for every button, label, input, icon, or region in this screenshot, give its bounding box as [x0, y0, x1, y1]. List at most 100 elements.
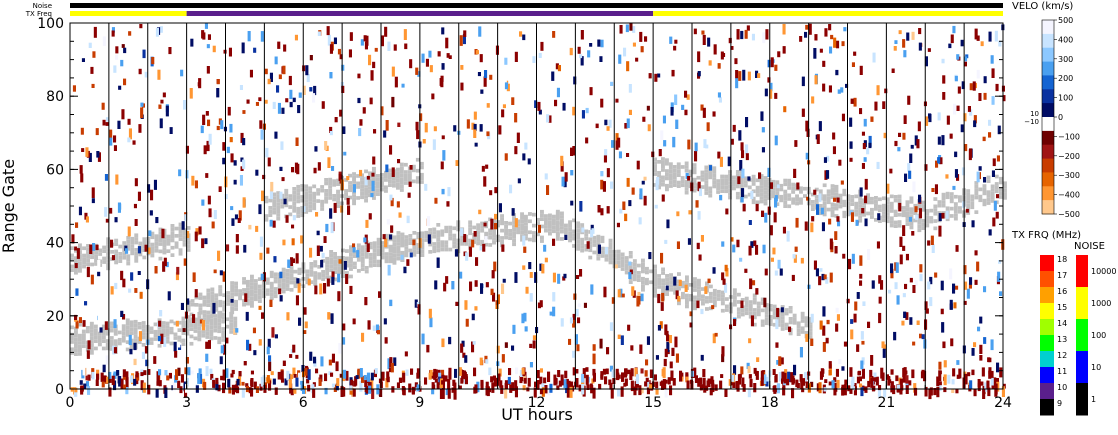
velocity-cell — [215, 377, 219, 385]
velocity-cell — [370, 372, 374, 381]
velocity-cell — [634, 367, 638, 377]
velocity-cell — [504, 387, 508, 399]
ground-scatter-cell — [173, 332, 178, 337]
velocity-cell — [556, 385, 560, 390]
ground-scatter-cell — [424, 238, 429, 242]
ground-scatter-cell — [320, 188, 325, 193]
ground-scatter-cell — [181, 320, 186, 324]
velocity-cell — [822, 60, 826, 67]
ground-scatter-cell — [193, 329, 198, 333]
velocity-cell — [538, 52, 542, 58]
noise-color-swatch — [1076, 255, 1088, 288]
ground-scatter-cell — [166, 234, 171, 239]
ground-scatter-cell — [889, 223, 894, 228]
ground-scatter-cell — [137, 325, 142, 330]
ground-scatter-cell — [81, 329, 86, 334]
velocity-cell — [560, 161, 564, 172]
velocity-cell — [694, 151, 698, 162]
velocity-cell — [286, 312, 290, 321]
ground-scatter-cell — [368, 263, 373, 268]
velocity-cell — [295, 253, 299, 264]
velocity-cell — [122, 369, 126, 377]
velocity-cell — [194, 231, 198, 242]
ground-scatter-cell — [173, 336, 178, 340]
ground-scatter-cell — [265, 281, 270, 285]
ground-scatter-cell — [838, 201, 843, 205]
ground-scatter-cell — [740, 298, 745, 302]
velocity-cell — [769, 225, 773, 236]
velocity-cell — [556, 87, 560, 98]
ground-scatter-cell — [893, 220, 898, 225]
ground-scatter-cell — [600, 254, 605, 258]
ground-scatter-cell — [810, 200, 815, 204]
velocity-cell — [610, 388, 614, 399]
ground-scatter-cell — [552, 225, 556, 230]
ground-scatter-cell — [512, 242, 516, 247]
ground-scatter-cell — [368, 171, 372, 176]
y-tick-label: 80 — [46, 89, 64, 105]
velocity-cell — [973, 388, 977, 397]
velocity-cell — [563, 379, 567, 389]
velocity-cell — [415, 67, 419, 75]
ground-scatter-cell — [500, 236, 504, 240]
velocity-cell — [805, 381, 809, 388]
velocity-cell — [696, 300, 700, 309]
velocity-cell — [890, 263, 894, 274]
ground-scatter-cell — [822, 205, 827, 209]
ground-scatter-cell — [380, 173, 384, 177]
velocity-cell — [700, 235, 704, 242]
ground-scatter-cell — [728, 170, 732, 174]
velocity-cell — [356, 249, 360, 258]
ground-scatter-cell — [628, 254, 633, 259]
ground-scatter-cell — [141, 324, 146, 329]
ground-scatter-cell — [564, 231, 568, 235]
ground-scatter-cell — [158, 231, 163, 235]
velocity-cell — [938, 381, 942, 386]
velocity-cell — [85, 216, 89, 223]
ground-scatter-cell — [504, 235, 508, 240]
ground-scatter-cell — [580, 248, 585, 253]
velocity-cell — [886, 183, 890, 194]
ground-scatter-cell — [735, 184, 740, 189]
velocity-cell — [712, 333, 716, 344]
ground-scatter-cell — [141, 321, 146, 325]
ground-scatter-cell — [89, 321, 94, 326]
ground-scatter-cell — [106, 244, 111, 249]
ground-scatter-cell — [372, 170, 376, 175]
velocity-cell — [573, 293, 577, 300]
velocity-cell — [825, 337, 829, 344]
ground-scatter-cell — [665, 183, 669, 188]
ground-scatter-cell — [452, 237, 457, 242]
velocity-cell — [138, 68, 142, 75]
velocity-cell — [115, 174, 119, 185]
ground-scatter-cell — [388, 183, 392, 187]
velocity-cell — [672, 378, 676, 386]
velocity-cell — [904, 283, 908, 290]
velocity-cell — [440, 161, 444, 170]
velocity-cell — [175, 320, 179, 327]
velocity-cell — [640, 368, 644, 374]
ground-scatter-cell — [842, 192, 847, 197]
ground-scatter-cell — [114, 238, 119, 243]
ground-scatter-cell — [596, 234, 601, 239]
velocity-cell — [529, 362, 533, 368]
ground-scatter-cell — [620, 256, 625, 260]
velocity-cell — [816, 204, 820, 215]
ground-scatter-cell — [705, 299, 709, 304]
velocity-cell — [458, 385, 462, 390]
velocity-cell — [218, 186, 222, 192]
velocity-cell — [620, 335, 624, 345]
ground-scatter-cell — [700, 185, 705, 189]
velocity-cell — [647, 124, 651, 132]
velocity-cell — [380, 35, 384, 47]
ground-scatter-cell — [941, 203, 946, 208]
velocity-cell — [773, 212, 777, 223]
ground-scatter-cell — [736, 307, 741, 312]
velocity-cell — [738, 130, 742, 141]
velocity-cell — [147, 247, 151, 254]
velocity-cell — [302, 85, 306, 95]
velocity-cell — [359, 368, 363, 378]
velocity-cell — [359, 380, 363, 392]
ground-scatter-cell — [966, 203, 971, 208]
velocity-cell — [208, 133, 212, 145]
